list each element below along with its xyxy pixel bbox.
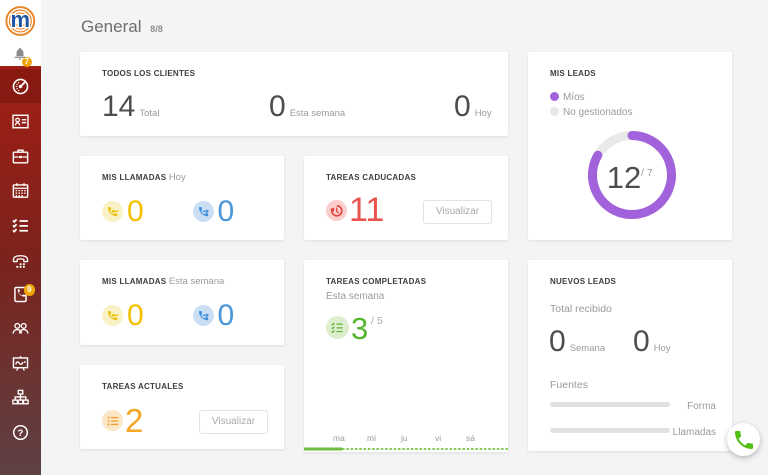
svg-text:?: ? <box>18 428 24 439</box>
svg-text:12: 12 <box>607 160 641 195</box>
svg-text:m: m <box>10 7 30 32</box>
svg-text:/ 7: / 7 <box>641 167 653 179</box>
